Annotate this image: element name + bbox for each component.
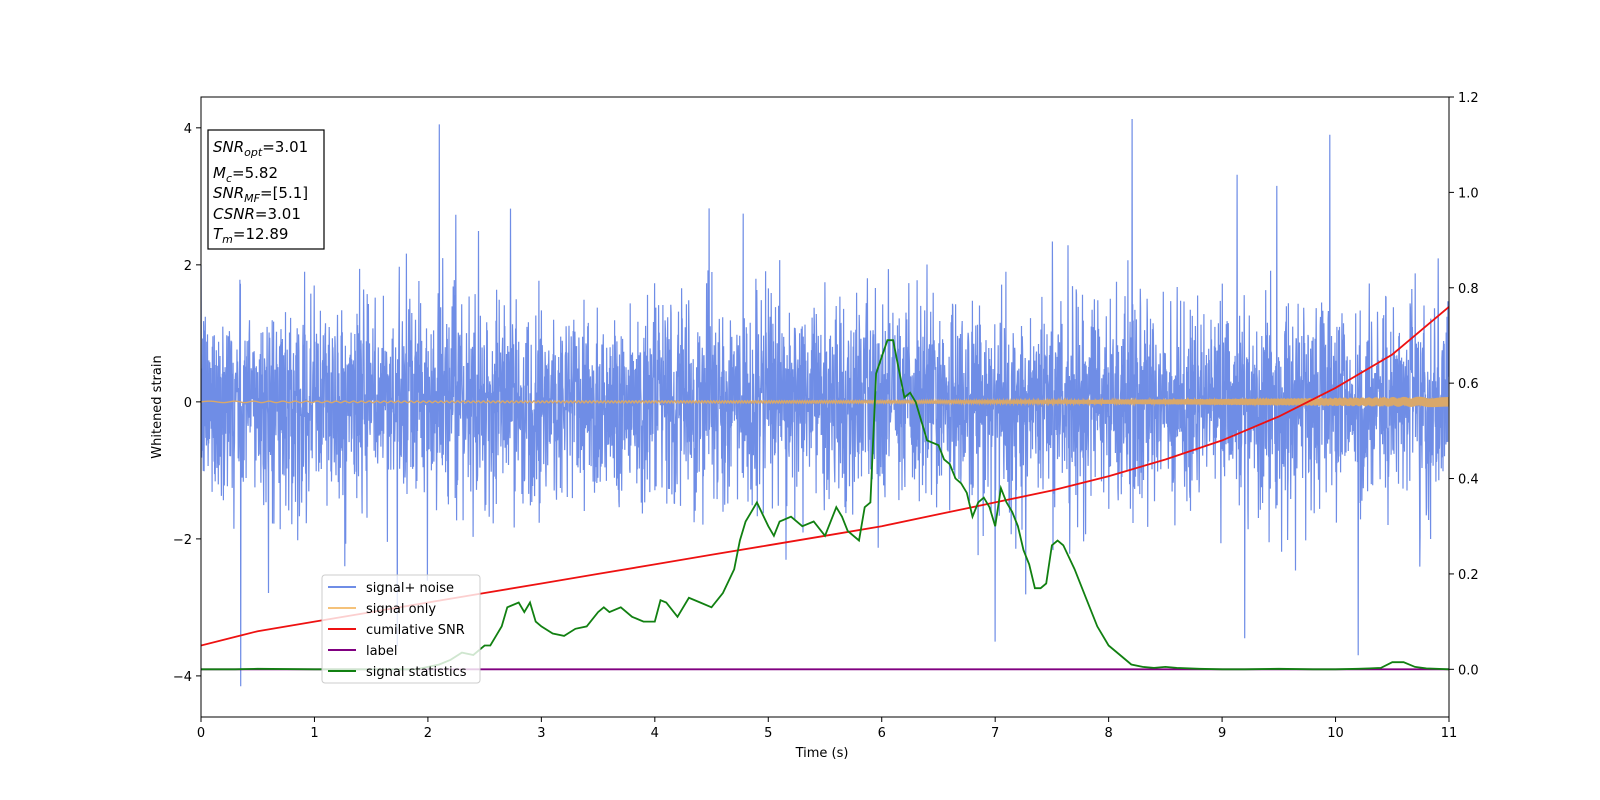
info-symbol: SNR xyxy=(213,184,244,202)
info-value: =3.01 xyxy=(255,205,301,223)
legend-label: signal only xyxy=(366,602,436,617)
x-tick-label: 7 xyxy=(991,726,999,741)
info-line: Mc=5.82 xyxy=(213,164,278,185)
x-tick-label: 5 xyxy=(764,726,772,741)
info-box: SNRopt=3.01Mc=5.82SNRMF=[5.1]CSNR=3.01Tm… xyxy=(207,129,325,250)
x-tick-label: 1 xyxy=(310,726,318,741)
x-tick-label: 2 xyxy=(424,726,432,741)
signal-statistics-series xyxy=(201,339,1449,671)
x-tick-label: 0 xyxy=(197,726,205,741)
info-symbol: SNR xyxy=(213,138,244,156)
info-value: =5.82 xyxy=(232,164,278,182)
x-tick-label: 11 xyxy=(1441,726,1458,741)
x-tick-label: 9 xyxy=(1218,726,1226,741)
info-symbol: T xyxy=(213,225,224,243)
x-tick-label: 4 xyxy=(651,726,659,741)
legend: signal+ noise signal only cumilative SNR la… xyxy=(321,574,481,684)
signal-only-line xyxy=(201,396,1449,408)
y-right-axis-ticks: 1.2 1.0 0.8 0.6 0.4 0.2 0.0 xyxy=(1449,91,1479,678)
info-value: =12.89 xyxy=(233,225,289,243)
y-left-tick-label: 2 xyxy=(184,259,192,274)
legend-label: signal+ noise xyxy=(366,581,454,596)
info-line: Tm=12.89 xyxy=(213,225,288,246)
info-symbol: M xyxy=(213,164,226,182)
y-right-tick-label: 0.6 xyxy=(1458,377,1479,392)
info-subscript: m xyxy=(222,233,233,246)
info-line: CSNR=3.01 xyxy=(213,205,301,223)
y-right-tick-label: 0.2 xyxy=(1458,568,1479,583)
y-right-tick-label: 0.0 xyxy=(1458,663,1479,678)
x-tick-label: 8 xyxy=(1104,726,1112,741)
x-axis-ticks: 0 1 2 3 4 5 6 7 8 9 10 11 xyxy=(197,717,1457,741)
y-left-tick-label: 0 xyxy=(184,396,192,411)
info-subscript: MF xyxy=(244,192,260,205)
legend-frame xyxy=(321,574,481,684)
legend-label: signal statistics xyxy=(366,665,467,680)
signal-only-series xyxy=(201,396,1449,408)
info-subscript: opt xyxy=(244,146,263,159)
y-left-tick-label: −4 xyxy=(173,670,192,685)
y-right-tick-label: 0.8 xyxy=(1458,282,1479,297)
info-box-frame xyxy=(207,129,325,250)
y-right-tick-label: 1.2 xyxy=(1458,91,1479,106)
y-axis-label: Whitened strain xyxy=(150,355,165,458)
info-subscript: c xyxy=(226,172,232,185)
y-left-axis-ticks: 4 2 0 −2 −4 xyxy=(173,122,201,685)
x-tick-label: 3 xyxy=(537,726,545,741)
signal-plus-noise-series xyxy=(201,118,1449,687)
legend-label: label xyxy=(366,644,397,659)
x-tick-label: 10 xyxy=(1327,726,1344,741)
y-right-tick-label: 1.0 xyxy=(1458,186,1479,201)
info-line: SNRopt=3.01 xyxy=(213,138,308,159)
legend-label: cumilative SNR xyxy=(366,623,465,638)
info-value: =[5.1] xyxy=(260,184,308,202)
y-left-tick-label: −2 xyxy=(173,533,192,548)
x-axis-label: Time (s) xyxy=(795,746,849,761)
info-symbol: CSNR xyxy=(213,205,255,223)
y-right-tick-label: 0.4 xyxy=(1458,473,1479,488)
plot-frame xyxy=(200,96,1450,718)
y-left-tick-label: 4 xyxy=(184,122,192,137)
x-tick-label: 6 xyxy=(878,726,886,741)
info-line: SNRMF=[5.1] xyxy=(213,184,308,205)
info-value: =3.01 xyxy=(262,138,308,156)
